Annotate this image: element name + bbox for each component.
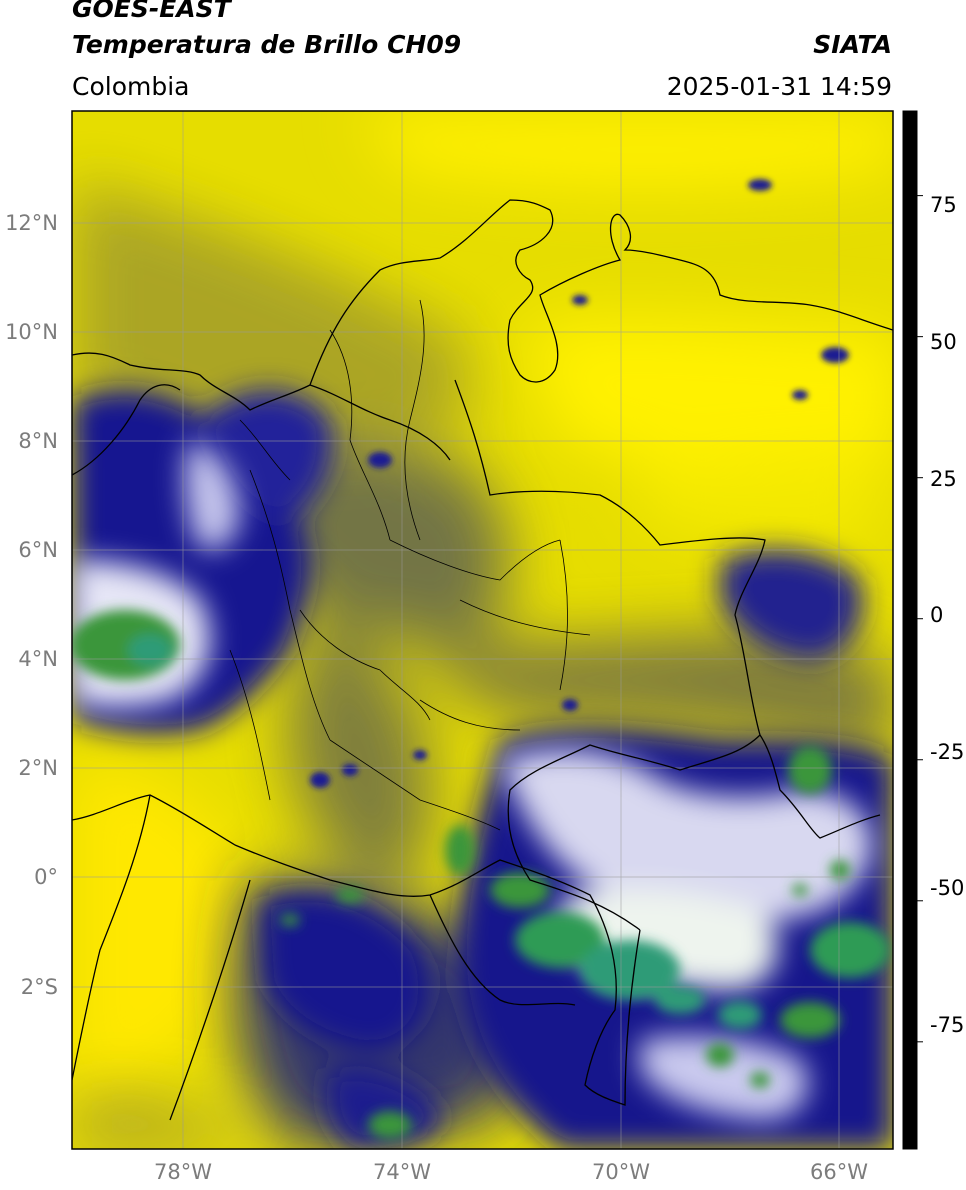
lat-label-10N: 10°N	[5, 320, 58, 344]
colorbar-label-50: 50	[930, 330, 957, 354]
lat-label-12N: 12°N	[5, 211, 58, 235]
lon-label-78W: 78°W	[154, 1160, 212, 1184]
lat-label-2S: 2°S	[20, 975, 58, 999]
colorbar-label-75: 75	[930, 193, 957, 217]
lat-label-6N: 6°N	[18, 538, 58, 562]
title-satellite: GOES-EAST	[72, 0, 231, 23]
datetime-label: 2025-01-31 14:59	[666, 72, 892, 101]
department-borders	[229, 299, 591, 831]
colorbar-label-25: 25	[930, 467, 957, 491]
colorbar-label-0: 0	[930, 603, 944, 627]
lat-label-2N: 2°N	[18, 756, 58, 780]
source-label: SIATA	[813, 30, 892, 59]
colorbar-label-minus75: -75	[930, 1013, 965, 1037]
lat-label-0: 0°	[34, 865, 58, 889]
map-frame	[71, 110, 894, 1150]
lon-label-66W: 66°W	[810, 1160, 868, 1184]
brightness-temperature-field	[72, 111, 893, 1149]
lon-label-74W: 74°W	[373, 1160, 431, 1184]
colorbar-label-minus25: -25	[930, 740, 965, 764]
colorbar-ticks	[917, 195, 923, 1043]
title-product: Temperatura de Brillo CH09	[72, 30, 462, 59]
colorbar	[902, 110, 923, 1150]
lat-label-4N: 4°N	[18, 647, 58, 671]
graticule	[72, 111, 893, 1149]
lat-label-8N: 8°N	[18, 429, 58, 453]
region-label: Colombia	[72, 72, 190, 101]
country-borders	[72, 199, 893, 1121]
colorbar-label-minus50: -50	[930, 876, 965, 900]
lon-label-70W: 70°W	[592, 1160, 650, 1184]
